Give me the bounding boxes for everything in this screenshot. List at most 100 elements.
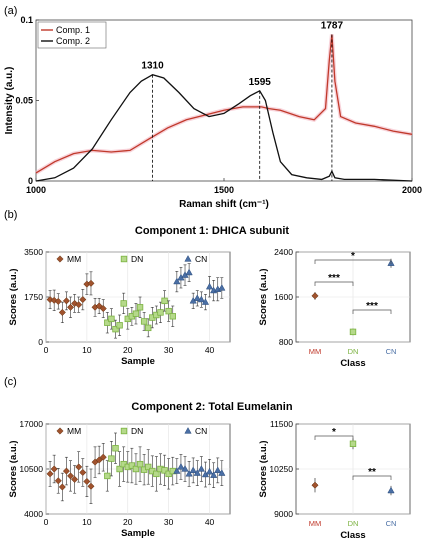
- marker-dn: [145, 463, 152, 471]
- marker-dn: [349, 328, 357, 336]
- marker-mm: [75, 463, 83, 471]
- marker-dn: [108, 455, 115, 462]
- significance-label: *: [332, 427, 336, 438]
- marker-mm: [311, 292, 319, 300]
- marker-mm: [79, 468, 87, 477]
- marker-mm: [46, 470, 54, 478]
- marker-cn: [193, 294, 201, 301]
- panel-c-class-ytick-label: 11500: [270, 419, 293, 429]
- marker-cn: [205, 467, 214, 475]
- marker-dn: [120, 300, 127, 307]
- marker-dn: [132, 465, 140, 473]
- marker-dn: [104, 319, 111, 326]
- marker-dn: [120, 427, 128, 435]
- marker-dn: [153, 470, 160, 478]
- panel-c-samples-ylabel: Scores (a.u.): [8, 440, 19, 497]
- marker-dn: [165, 307, 172, 315]
- panel-b-title: Component 1: DHICA subunit: [135, 225, 290, 237]
- panel-a-axes: 0 0.05 0.1 1000 1500 2000 Raman shift (cm⁻¹) In…: [4, 15, 422, 210]
- marker-mm: [99, 453, 107, 461]
- marker-dn: [140, 318, 148, 325]
- marker-mm: [87, 279, 95, 287]
- marker-mm: [50, 465, 58, 473]
- panel-b-samples-ylabel: Scores (a.u.): [8, 268, 19, 325]
- marker-dn: [112, 325, 119, 333]
- panel-c-samples-axes: 4000 10500 17000 0 10 20 30 40 Sample Scores (a.u…: [8, 419, 231, 539]
- marker-mm: [95, 302, 103, 310]
- panel-c-samples-ytick-label: 4000: [24, 509, 43, 519]
- marker-mm: [71, 299, 79, 307]
- panel-c-samples-legend-entry: MM: [67, 426, 81, 436]
- peak-label: 1310: [141, 61, 164, 72]
- panel-c-class-category-label: CN: [386, 519, 397, 528]
- marker-cn: [181, 465, 189, 472]
- panel-c-samples-xtick-label: 0: [44, 517, 49, 527]
- panel-b-class-ytick-label: 1600: [274, 292, 293, 302]
- marker-dn: [349, 440, 357, 447]
- panel-b-class-ytick-label: 2400: [274, 247, 293, 257]
- marker-dn: [169, 313, 176, 320]
- panel-c-title: Component 2: Total Eumelanin: [131, 401, 292, 413]
- panel-b-class-category-label: CN: [386, 347, 397, 356]
- panel-b-samples-legend-entry: DN: [131, 254, 143, 264]
- marker-dn: [136, 304, 144, 311]
- panel-c-label: (c): [4, 376, 17, 388]
- panel-c-class-ytick-label: 9000: [274, 509, 293, 519]
- marker-dn: [145, 324, 152, 332]
- marker-cn: [218, 469, 226, 476]
- panel-b-class-ylabel: Scores (a.u.): [258, 268, 269, 325]
- marker-mm: [58, 483, 66, 491]
- marker-dn: [104, 472, 111, 480]
- marker-cn: [197, 295, 206, 303]
- panel-a-label: (a): [4, 5, 17, 17]
- panel-c-class-ylabel: Scores (a.u.): [258, 440, 269, 497]
- significance-bracket: [352, 309, 392, 314]
- panel-a-xlabel: Raman shift (cm⁻¹): [179, 199, 269, 210]
- panel-c-class-category-label: DN: [348, 519, 359, 528]
- marker-cn: [387, 486, 395, 494]
- panel-b-samples-ytick-label: 3500: [24, 247, 43, 257]
- panel-c-samples-xlabel: Sample: [121, 528, 155, 539]
- marker-cn: [173, 467, 181, 474]
- marker-cn: [185, 268, 193, 276]
- panel-c-samples-xtick-label: 40: [205, 517, 215, 527]
- marker-mm: [95, 456, 103, 464]
- significance-label: **: [368, 467, 376, 478]
- panel-c-samples-xtick-label: 20: [123, 517, 133, 527]
- panel-b-samples-axes: 0 1750 3500 0 10 20 30 40 Sample Scores (a.u.) MM D…: [8, 247, 231, 367]
- panel-a-xtick-label: 1000: [26, 185, 46, 195]
- marker-dn: [116, 465, 123, 473]
- marker-cn: [218, 284, 226, 291]
- marker-mm: [56, 427, 64, 435]
- panel-b-samples-xtick-label: 30: [164, 345, 174, 355]
- marker-cn: [173, 277, 181, 285]
- significance-bracket: [352, 475, 392, 480]
- panel-b-samples-xlabel: Sample: [121, 356, 155, 367]
- series-line-comp2: [35, 73, 413, 182]
- panel-b-samples-xtick-label: 20: [123, 345, 133, 355]
- marker-mm: [83, 477, 91, 486]
- marker-cn: [193, 469, 201, 476]
- panel-b-samples-xtick-label: 40: [205, 345, 215, 355]
- legend-entry: Comp. 1: [56, 25, 90, 35]
- marker-dn: [108, 315, 115, 323]
- marker-cn: [205, 282, 214, 290]
- panel-b-class-xlabel: Class: [340, 358, 365, 369]
- significance-label: ***: [366, 301, 378, 312]
- marker-dn: [161, 467, 168, 474]
- peak-label: 1595: [249, 77, 272, 88]
- legend-entry: Comp. 2: [56, 36, 90, 46]
- marker-mm: [54, 297, 62, 305]
- panel-b-samples-xtick-label: 10: [82, 345, 92, 355]
- marker-mm: [66, 472, 75, 480]
- marker-cn: [177, 463, 185, 470]
- marker-mm: [311, 481, 319, 489]
- panel-b-samples-legend-entry: CN: [195, 254, 207, 264]
- panel-c-class-xlabel: Class: [340, 530, 365, 541]
- significance-bracket: [314, 259, 392, 264]
- panel-b-class-category-label: MM: [309, 347, 322, 356]
